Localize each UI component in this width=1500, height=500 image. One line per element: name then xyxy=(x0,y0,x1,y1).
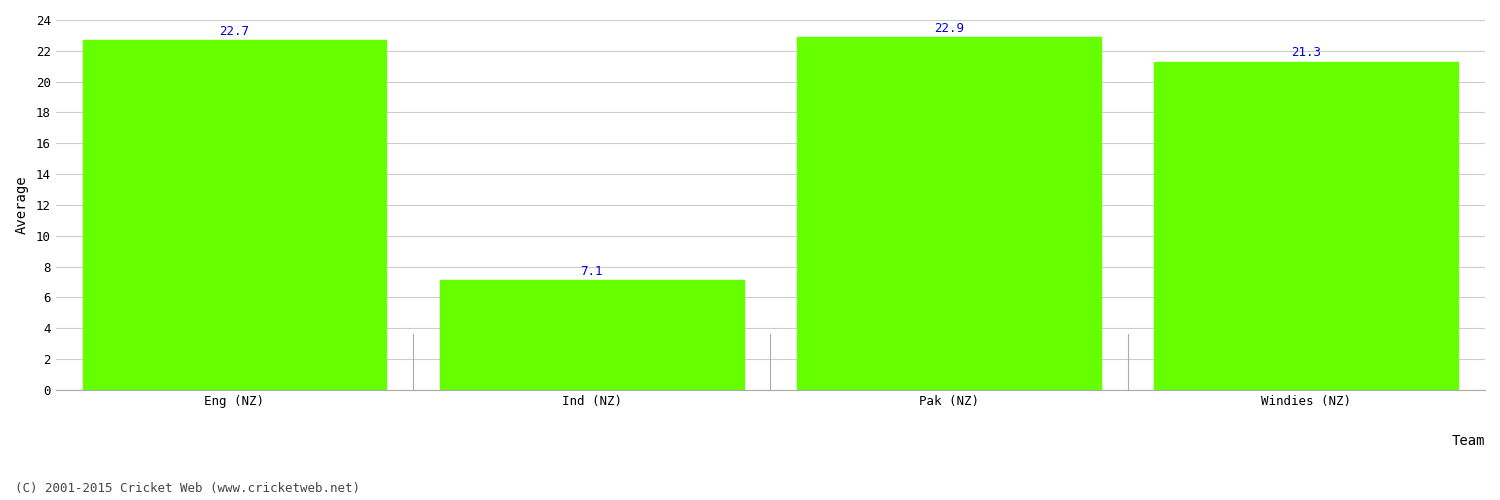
Text: (C) 2001-2015 Cricket Web (www.cricketweb.net): (C) 2001-2015 Cricket Web (www.cricketwe… xyxy=(15,482,360,495)
Text: Team: Team xyxy=(1452,434,1485,448)
Bar xyxy=(1155,62,1458,390)
Bar xyxy=(82,40,387,390)
Bar xyxy=(796,37,1101,390)
Bar xyxy=(440,280,744,390)
Text: 22.7: 22.7 xyxy=(219,24,249,38)
Text: 7.1: 7.1 xyxy=(580,265,603,278)
Text: 21.3: 21.3 xyxy=(1292,46,1322,60)
Text: 22.9: 22.9 xyxy=(934,22,964,35)
Y-axis label: Average: Average xyxy=(15,176,28,234)
